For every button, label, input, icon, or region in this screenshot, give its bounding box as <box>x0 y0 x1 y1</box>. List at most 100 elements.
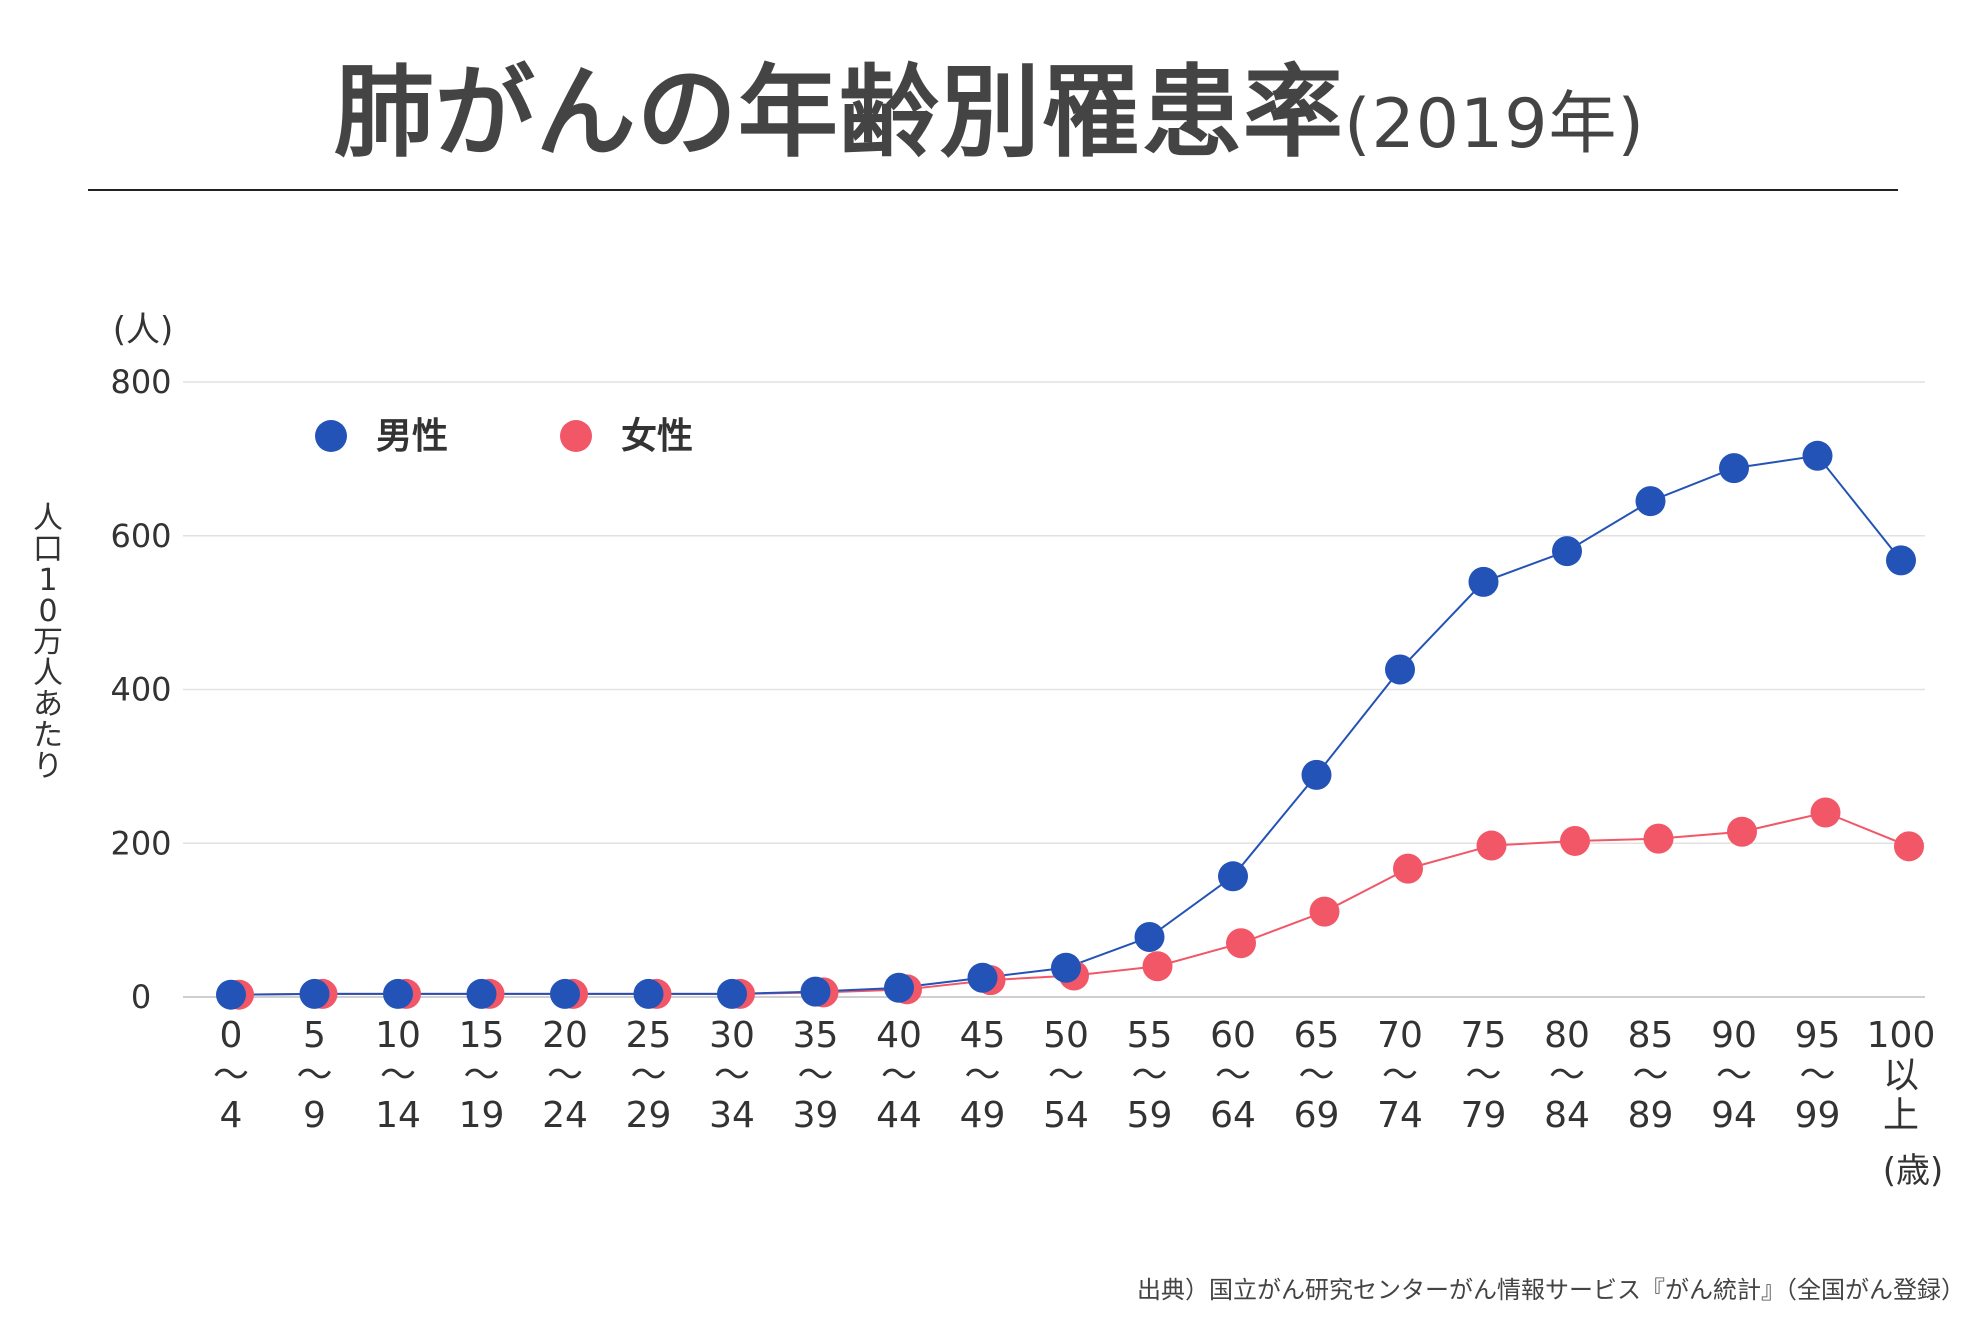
legend-marker <box>560 420 592 452</box>
x-tick-label: 25 <box>626 1015 672 1056</box>
x-tick-label: 〜 <box>463 1055 499 1096</box>
data-point <box>1810 797 1841 828</box>
x-tick-label: 19 <box>459 1095 505 1136</box>
x-tick-label: 49 <box>960 1095 1006 1136</box>
data-point <box>383 978 413 1009</box>
legend: 男性 女性 <box>315 416 693 457</box>
x-tick-label: 64 <box>1210 1095 1256 1136</box>
x-tick-label: 0 <box>220 1015 243 1056</box>
y-tick-label: 400 <box>110 671 171 709</box>
data-point <box>1894 831 1924 862</box>
y-tick-label: 600 <box>110 517 171 555</box>
x-tick-label: 69 <box>1294 1095 1340 1136</box>
x-tick-label: 〜 <box>1716 1055 1752 1096</box>
x-tick-label: 24 <box>542 1095 588 1136</box>
x-tick-label: 74 <box>1377 1095 1423 1136</box>
data-point <box>967 962 998 993</box>
y-tick-label: 200 <box>110 824 171 862</box>
x-tick-label: 80 <box>1544 1015 1590 1056</box>
gridlines <box>183 381 1925 998</box>
x-tick-label: 〜 <box>714 1055 750 1096</box>
x-tick-label: 30 <box>709 1015 755 1056</box>
x-tick-label: 〜 <box>881 1055 917 1096</box>
x-axis-ticks: 0〜45〜910〜1415〜1920〜2425〜2930〜3435〜3940〜4… <box>213 1015 1935 1136</box>
x-tick-label: 〜 <box>797 1055 833 1096</box>
x-tick-label: 〜 <box>1465 1055 1501 1096</box>
x-tick-label: 50 <box>1043 1015 1089 1056</box>
x-tick-label: 15 <box>459 1015 505 1056</box>
data-point <box>1134 922 1165 953</box>
x-tick-label: 14 <box>375 1095 421 1136</box>
x-tick-label: 上 <box>1883 1095 1919 1136</box>
x-tick-label: 70 <box>1377 1015 1423 1056</box>
data-point <box>1476 830 1507 861</box>
x-tick-label: 90 <box>1711 1015 1757 1056</box>
data-point <box>1385 654 1415 685</box>
x-tick-label: 〜 <box>1298 1055 1334 1096</box>
x-tick-label: 〜 <box>213 1055 249 1096</box>
data-point <box>1393 853 1423 884</box>
source-note: 出典）国立がん研究センターがん情報サービス『がん統計』（全国がん登録） <box>1137 1276 1965 1304</box>
data-point <box>550 978 580 1009</box>
x-tick-label: 〜 <box>547 1055 583 1096</box>
data-point <box>1643 823 1674 854</box>
x-tick-label: 39 <box>793 1095 839 1136</box>
x-tick-label: 〜 <box>964 1055 1000 1096</box>
series-points <box>216 440 1924 1010</box>
series-line <box>230 454 1902 996</box>
data-point <box>1560 825 1590 856</box>
data-point <box>1635 486 1666 517</box>
x-tick-label: 94 <box>1711 1095 1757 1136</box>
x-tick-label: 〜 <box>380 1055 416 1096</box>
x-tick-label: 〜 <box>1382 1055 1418 1096</box>
legend-label: 男性 <box>376 416 448 457</box>
x-tick-label: 9 <box>303 1095 326 1136</box>
x-tick-label: 34 <box>709 1095 755 1136</box>
x-tick-label: 54 <box>1043 1095 1089 1136</box>
x-tick-label: 4 <box>220 1095 243 1136</box>
data-point <box>466 978 497 1009</box>
x-tick-label: 〜 <box>1048 1055 1084 1096</box>
x-tick-label: 89 <box>1628 1095 1674 1136</box>
legend-label: 女性 <box>621 416 693 457</box>
data-point <box>216 979 246 1010</box>
x-axis-unit: (歳) <box>1883 1151 1944 1191</box>
x-tick-label: 20 <box>542 1015 588 1056</box>
data-point <box>1727 816 1757 847</box>
x-tick-label: 60 <box>1210 1015 1256 1056</box>
x-tick-label: 95 <box>1795 1015 1841 1056</box>
chart-title: 肺がんの年齢別罹患率(2019年) <box>333 54 1646 171</box>
data-point <box>1051 952 1081 983</box>
x-tick-label: 5 <box>303 1015 326 1056</box>
x-tick-label: 85 <box>1628 1015 1674 1056</box>
data-point <box>1886 545 1916 576</box>
x-tick-label: 〜 <box>1131 1055 1167 1096</box>
data-point <box>884 972 914 1003</box>
x-tick-label: 〜 <box>1799 1055 1835 1096</box>
x-tick-label: 44 <box>876 1095 922 1136</box>
y-axis-unit: (人) <box>113 310 174 350</box>
x-tick-label: 29 <box>626 1095 672 1136</box>
data-point <box>1218 861 1248 892</box>
x-tick-label: 〜 <box>1549 1055 1585 1096</box>
x-tick-label: 10 <box>375 1015 421 1056</box>
data-point <box>1309 896 1340 927</box>
x-tick-label: 〜 <box>1632 1055 1668 1096</box>
data-point <box>633 978 664 1009</box>
x-tick-label: 55 <box>1127 1015 1173 1056</box>
x-tick-label: 以 <box>1883 1055 1919 1096</box>
data-point <box>1142 951 1173 982</box>
x-tick-label: 59 <box>1127 1095 1173 1136</box>
x-tick-label: 75 <box>1461 1015 1507 1056</box>
data-point <box>717 978 747 1009</box>
x-tick-label: 〜 <box>296 1055 332 1096</box>
x-tick-label: 45 <box>960 1015 1006 1056</box>
x-tick-label: 〜 <box>1215 1055 1251 1096</box>
data-point <box>1719 453 1749 484</box>
x-tick-label: 40 <box>876 1015 922 1056</box>
data-point <box>1468 566 1499 597</box>
legend-marker <box>315 420 347 452</box>
data-point <box>800 976 831 1007</box>
x-tick-label: 100 <box>1867 1015 1936 1056</box>
